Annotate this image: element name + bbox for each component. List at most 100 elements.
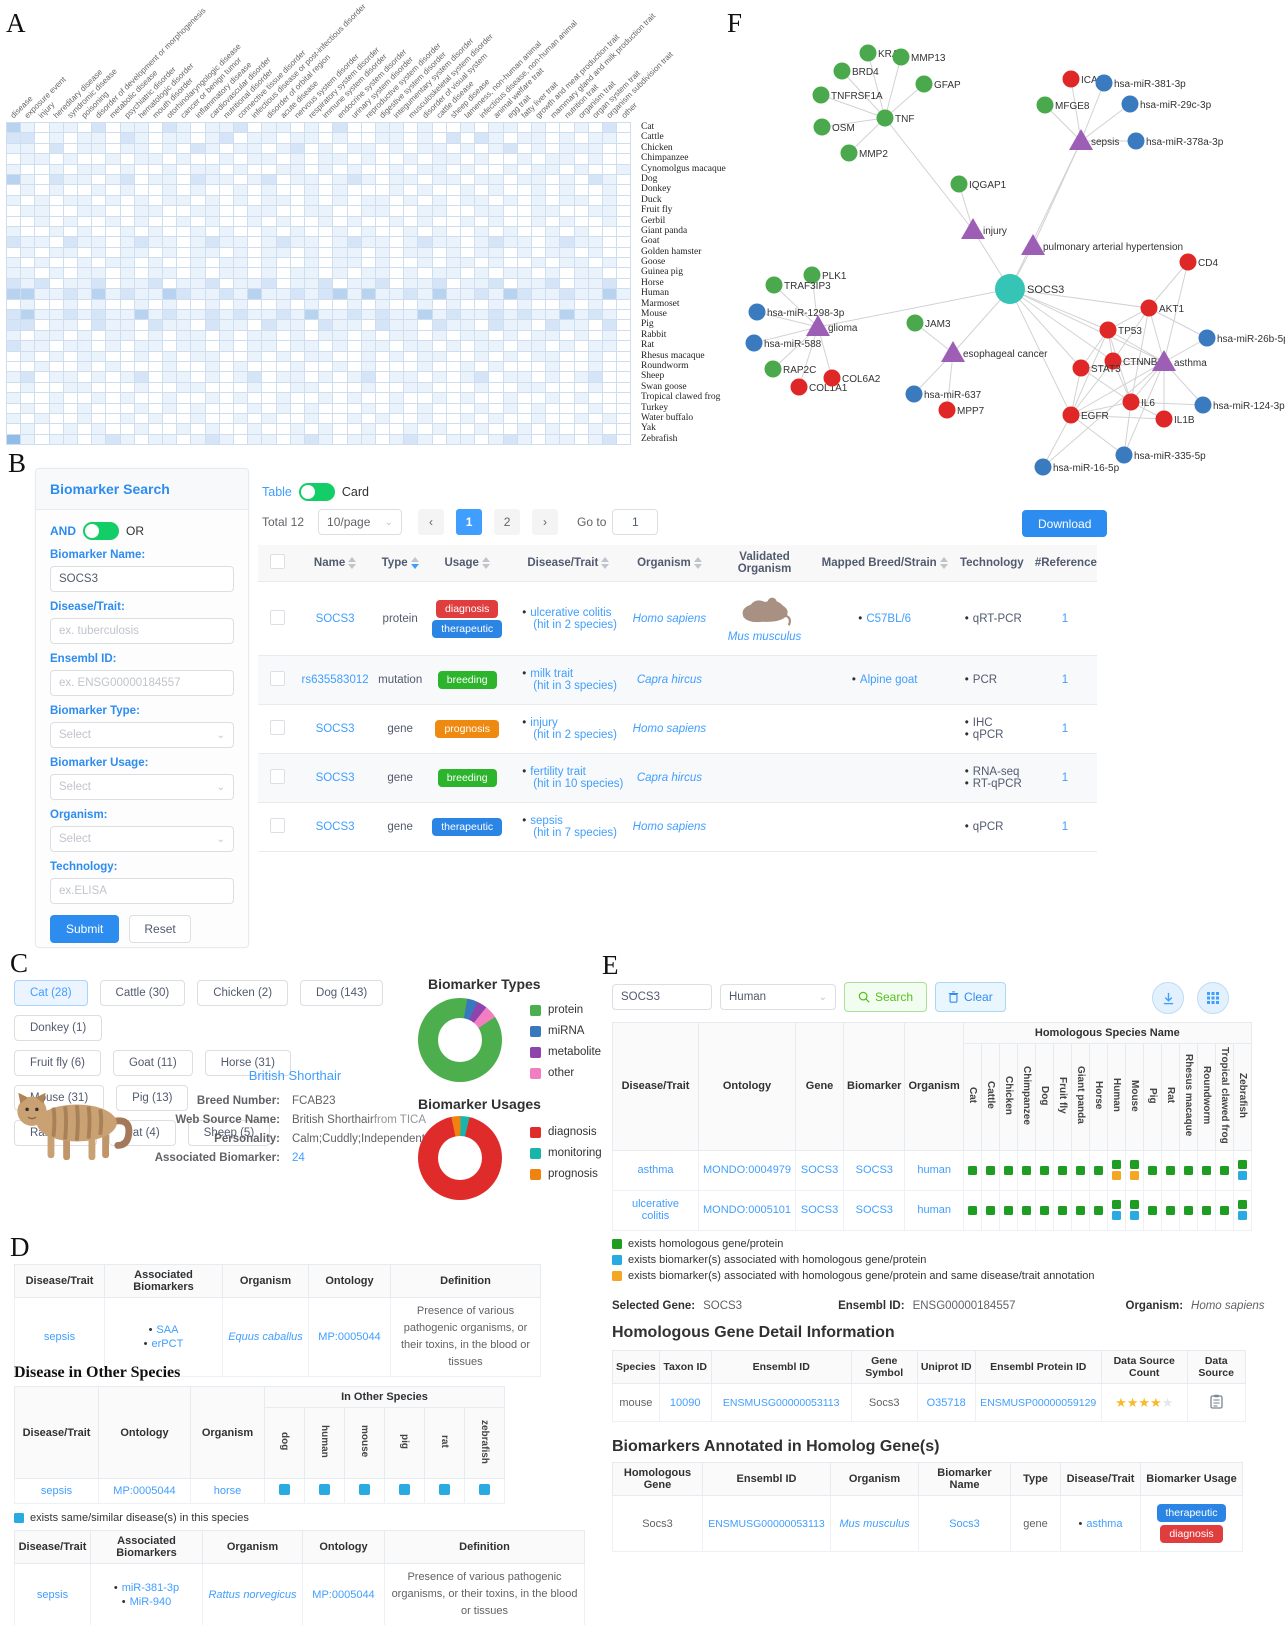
network-node-gene[interactable]	[892, 48, 910, 66]
organism-link[interactable]: Capra hircus	[636, 674, 703, 686]
network-node-protein[interactable]	[1062, 406, 1080, 424]
reference-link[interactable]: 1	[1061, 821, 1069, 833]
organism-link[interactable]: Rattus norvegicus	[208, 1588, 297, 1601]
gene-link[interactable]: SOCS3	[800, 1204, 839, 1217]
sort-icon[interactable]	[601, 556, 610, 569]
network-node-protein[interactable]	[1104, 352, 1122, 370]
organism-link[interactable]: human	[917, 1204, 951, 1217]
network-node-protein[interactable]	[1179, 253, 1197, 271]
network-node-miRNA[interactable]	[1194, 396, 1212, 414]
form-select[interactable]: Select ⌄	[50, 722, 234, 748]
biomarker-link[interactable]: erPCT	[151, 1338, 184, 1351]
form-select[interactable]: Select ⌄	[50, 774, 234, 800]
network-node-miRNA[interactable]	[1198, 329, 1216, 347]
biomarker-name-link[interactable]: SOCS3	[315, 723, 355, 735]
species-button[interactable]: Fruit fly (6)	[14, 1050, 101, 1076]
biomarker-link[interactable]: SAA	[156, 1324, 179, 1337]
ensembl-id-value[interactable]: ENSG00000184557	[912, 1300, 1016, 1312]
network-node-query[interactable]	[995, 274, 1025, 304]
organism-value[interactable]: Homo sapiens	[1191, 1300, 1265, 1312]
network-node-miRNA[interactable]	[1034, 458, 1052, 476]
network-node-miRNA[interactable]	[748, 303, 766, 321]
network-node-gene[interactable]	[812, 86, 830, 104]
breed-field-value[interactable]: 24	[292, 1152, 305, 1164]
download-button[interactable]: Download	[1022, 510, 1108, 537]
reference-link[interactable]: 1	[1061, 723, 1069, 735]
select-all-checkbox[interactable]	[269, 554, 285, 569]
disease-link[interactable]: asthma	[637, 1164, 674, 1177]
sort-icon[interactable]	[939, 556, 948, 569]
sort-icon[interactable]	[348, 556, 357, 569]
organism-select[interactable]: Human ⌄	[720, 984, 836, 1010]
species-button[interactable]: Cattle (30)	[99, 980, 186, 1006]
organism-link[interactable]: Capra hircus	[636, 772, 703, 784]
ensembl-link[interactable]: ENSMUSG00000053113	[708, 1517, 825, 1530]
row-checkbox[interactable]	[269, 769, 285, 784]
species-button[interactable]: Cat (28)	[14, 980, 88, 1006]
ontology-link[interactable]: MONDO:0004979	[703, 1164, 792, 1177]
form-input[interactable]: ex. tuberculosis	[50, 618, 234, 644]
species-button[interactable]: Goat (11)	[112, 1050, 193, 1076]
network-node-gene[interactable]	[803, 266, 821, 284]
network-node-disease[interactable]	[806, 315, 830, 336]
sort-icon[interactable]	[693, 556, 702, 569]
biomarker-link[interactable]: SOCS3	[855, 1204, 893, 1217]
organism-link[interactable]: Equus caballus	[228, 1331, 303, 1344]
network-node-protein[interactable]	[1072, 359, 1090, 377]
form-input[interactable]: ex. ENSG00000184557	[50, 670, 234, 696]
species-button[interactable]: Donkey (1)	[14, 1015, 103, 1041]
species-button[interactable]: Dog (143)	[300, 980, 384, 1006]
row-checkbox[interactable]	[269, 671, 285, 686]
disease-link[interactable]: sepsis	[530, 815, 563, 827]
network-node-gene[interactable]	[950, 175, 968, 193]
network-node-miRNA[interactable]	[1115, 446, 1133, 464]
disease-link[interactable]: ulcerative colitis	[631, 1198, 680, 1223]
organism-link[interactable]: horse	[213, 1485, 242, 1497]
clipboard-icon[interactable]	[1210, 1394, 1223, 1409]
gene-link[interactable]: SOCS3	[800, 1164, 839, 1177]
breed-link[interactable]: C57BL/6	[866, 612, 912, 625]
species-button[interactable]: Rat (4)	[108, 1120, 176, 1146]
ontology-link[interactable]: MP:0005044	[113, 1485, 176, 1497]
clear-button[interactable]: Clear	[935, 982, 1006, 1012]
network-node-gene[interactable]	[1036, 96, 1054, 114]
goto-page-input[interactable]: 1	[612, 509, 659, 535]
network-node-protein[interactable]	[1122, 393, 1140, 411]
network-node-gene[interactable]	[906, 314, 924, 332]
form-input[interactable]: ex.ELISA	[50, 878, 234, 904]
network-node-miRNA[interactable]	[1121, 95, 1139, 113]
biomarker-link[interactable]: MiR-940	[129, 1595, 172, 1608]
ontology-link[interactable]: MP:0005044	[312, 1588, 375, 1601]
taxon-link[interactable]: 10090	[669, 1396, 701, 1409]
biomarker-name-link[interactable]: SOCS3	[315, 772, 355, 784]
network-node-gene[interactable]	[840, 144, 858, 162]
ontology-link[interactable]: MP:0005044	[318, 1331, 381, 1344]
disease-link[interactable]: ulcerative colitis	[530, 606, 612, 619]
page-1-button[interactable]: 1	[456, 509, 483, 535]
disease-link[interactable]: asthma	[1086, 1517, 1123, 1530]
uniprot-link[interactable]: O35718	[926, 1396, 966, 1409]
organism-link[interactable]: human	[917, 1164, 951, 1177]
row-checkbox[interactable]	[269, 818, 285, 833]
network-node-miRNA[interactable]	[905, 385, 923, 403]
network-node-gene[interactable]	[915, 75, 933, 93]
network-node-disease[interactable]	[941, 341, 965, 362]
organism-link[interactable]: Homo sapiens	[632, 723, 707, 735]
breed-title[interactable]: British Shorthair	[248, 1068, 342, 1083]
biomarker-link[interactable]: SOCS3	[855, 1164, 893, 1177]
submit-button[interactable]: Submit	[50, 915, 120, 943]
network-node-miRNA[interactable]	[1127, 132, 1145, 150]
network-node-gene[interactable]	[859, 44, 877, 62]
network-node-gene[interactable]	[813, 118, 831, 136]
network-node-gene[interactable]	[764, 360, 782, 378]
network-node-gene[interactable]	[765, 276, 783, 294]
network-node-miRNA[interactable]	[745, 334, 763, 352]
form-select[interactable]: Select ⌄	[50, 826, 234, 852]
table-view-label[interactable]: Table	[262, 485, 292, 499]
ensembl-link[interactable]: ENSMUSG00000053113	[722, 1396, 840, 1409]
organism-link[interactable]: Homo sapiens	[632, 612, 707, 625]
network-node-disease[interactable]	[1152, 350, 1176, 371]
network-node-disease[interactable]	[1069, 129, 1093, 150]
network-node-protein[interactable]	[1155, 410, 1173, 428]
biomarker-name-link[interactable]: SOCS3	[315, 821, 355, 833]
